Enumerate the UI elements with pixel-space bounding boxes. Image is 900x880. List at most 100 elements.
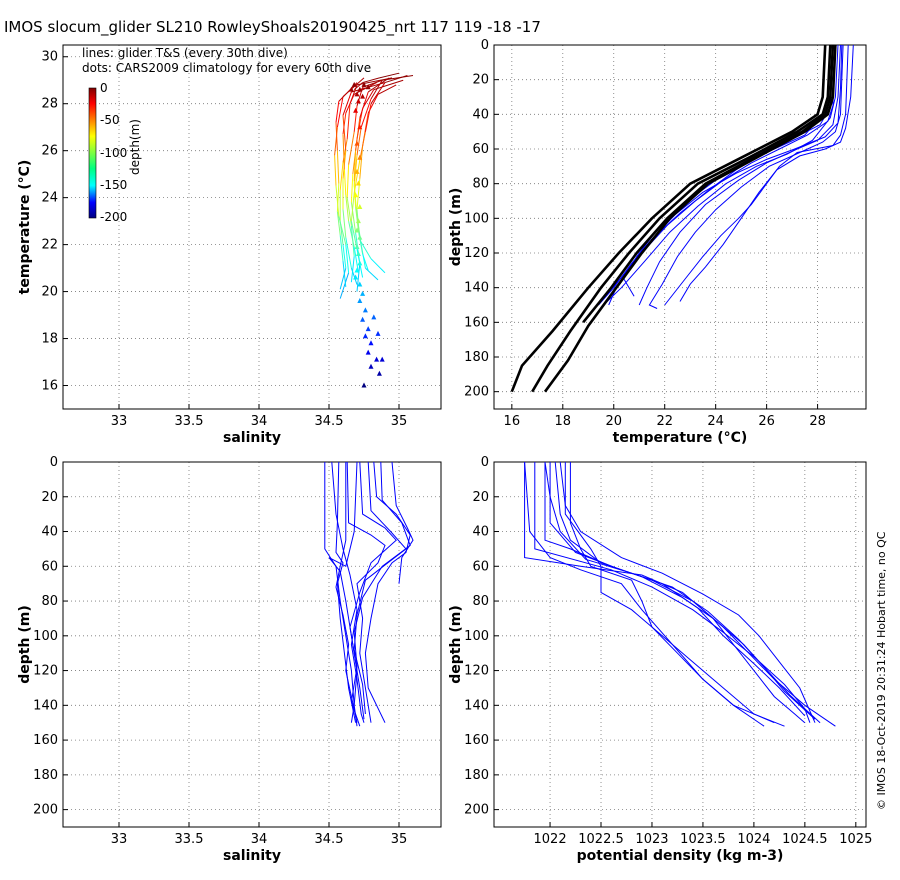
climatology-dot: [360, 290, 366, 296]
plot-data-group: [510, 45, 854, 393]
ts-line-segment: [342, 260, 347, 287]
ts-line-segment: [359, 239, 372, 259]
glider-profile-line: [549, 462, 806, 717]
y-tick-label: 120: [464, 664, 489, 679]
figure-title: IMOS slocum_glider SL210 RowleyShoals201…: [4, 18, 541, 36]
ts-line-segment: [335, 185, 340, 217]
x-tick-label: 1022: [534, 832, 567, 847]
ts-line-segment: [335, 101, 340, 123]
x-tick-label: 24: [707, 414, 724, 429]
climatology-dot: [354, 91, 360, 97]
climatology-dot: [374, 356, 380, 362]
ts-line-segment: [336, 96, 344, 128]
ts-line-segment: [357, 230, 364, 255]
ts-line-segment: [356, 263, 361, 292]
ts-line-segment: [355, 117, 361, 151]
x-tick-label: 20: [605, 414, 622, 429]
axes-frame: [62, 461, 442, 828]
climatology-dot: [357, 297, 363, 303]
depth-colorbar: 0 -50 -100 -150 -200 depth(m): [88, 81, 142, 224]
ts-line-segment: [355, 206, 359, 231]
y-tick-label: 180: [33, 768, 58, 783]
ts-line-segment: [379, 72, 400, 79]
y-tick-label: 22: [41, 238, 58, 253]
ts-line-segment: [336, 211, 341, 236]
y-tick-label: 180: [464, 768, 489, 783]
colorbar-gradient: [88, 87, 97, 219]
ts-line-segment: [367, 77, 390, 93]
salinity-profile-panel: 33 33.5 34 34.5 35 0 20 40 60 80 100 120 140 160 180 20…: [17, 455, 442, 864]
x-tick-label: 33.5: [175, 414, 204, 429]
glider-profile-line: [364, 462, 411, 723]
ts-line-segment: [345, 94, 355, 114]
ts-line-segment: [339, 162, 344, 191]
y-tick-label: 120: [464, 246, 489, 261]
climatology-dot: [368, 340, 374, 346]
climatology-dot: [360, 316, 366, 322]
x-tick-label: 1022.5: [578, 832, 624, 847]
ts-line-segment: [350, 174, 354, 203]
ts-line-segment: [342, 244, 347, 269]
ts-line-segment: [353, 159, 361, 194]
ts-line-segment: [346, 197, 352, 226]
climatology-dot: [357, 124, 363, 130]
glider-profile-line: [544, 462, 836, 727]
glider-profile-line: [335, 462, 358, 723]
climatology-dot: [365, 84, 371, 90]
x-tick-label: 34.5: [315, 414, 344, 429]
y-tick-label: 120: [33, 664, 58, 679]
climatology-dot: [362, 333, 368, 339]
ts-line-segment: [362, 89, 375, 109]
colorbar-tick: -200: [100, 210, 127, 224]
ts-line-segment: [359, 131, 366, 161]
ts-line-segment: [370, 82, 386, 104]
ts-line-segment: [362, 77, 380, 84]
ts-line-segment: [346, 164, 350, 198]
ts-line-segment: [359, 91, 369, 118]
ts-line-segment: [353, 82, 377, 95]
y-axis-label: depth (m): [17, 605, 33, 683]
timestamp-note: © IMOS 18-Oct-2019 20:31:24 Hobart time,…: [875, 531, 888, 810]
climatology-dot: [379, 356, 385, 362]
glider-profile-line: [544, 462, 821, 724]
glider-profile-line: [598, 45, 843, 306]
ts-line-segment: [339, 267, 347, 290]
y-tick-label: 160: [33, 733, 58, 748]
glider-profile-line: [350, 462, 411, 727]
climatology-dot: [361, 81, 367, 87]
ts-line-segment: [356, 77, 393, 86]
density-profile-panel: 1022 1022.5 1023 1023.5 1024 1024.5 1025 0 20 40 6…: [448, 455, 872, 864]
x-tick-label: 33.5: [175, 832, 204, 847]
glider-profile-line: [328, 462, 358, 723]
y-tick-label: 200: [33, 803, 58, 818]
x-tick-label: 18: [555, 414, 572, 429]
y-axis-label: depth (m): [448, 188, 464, 266]
x-axis-label: salinity: [223, 848, 281, 864]
x-tick-label: 34: [251, 414, 268, 429]
y-tick-label: 0: [481, 38, 489, 53]
y-tick-label: 30: [41, 50, 58, 65]
glider-profile-line: [391, 462, 414, 584]
ts-line-segment: [342, 209, 347, 238]
plot-data-group: [524, 462, 836, 727]
climatology-dot: [355, 218, 361, 224]
x-axis-label: salinity: [223, 430, 281, 446]
y-tick-label: 140: [33, 698, 58, 713]
y-tick-label: 100: [33, 629, 58, 644]
climatology-dot: [376, 370, 382, 376]
x-tick-label: 1023: [635, 832, 668, 847]
axes-frame: [62, 44, 442, 410]
ts-line-segment: [350, 221, 358, 250]
glider-profile-line: [349, 462, 397, 720]
x-tick-label: 34: [251, 832, 268, 847]
climatology-profile-line: [531, 45, 832, 393]
climatology-dot: [360, 93, 366, 99]
x-tick-label: 35: [391, 832, 408, 847]
glider-profile-line: [335, 462, 357, 723]
ts-line-segment: [365, 267, 379, 281]
ts-diagram-panel: 33 33.5 34 34.5 35 16 18 20 22 24 26 28 30 salinity te…: [17, 44, 442, 446]
climatology-dot: [353, 274, 359, 280]
climatology-dot: [355, 180, 361, 186]
glider-profile-line: [324, 462, 358, 727]
ts-line-segment: [353, 82, 363, 91]
